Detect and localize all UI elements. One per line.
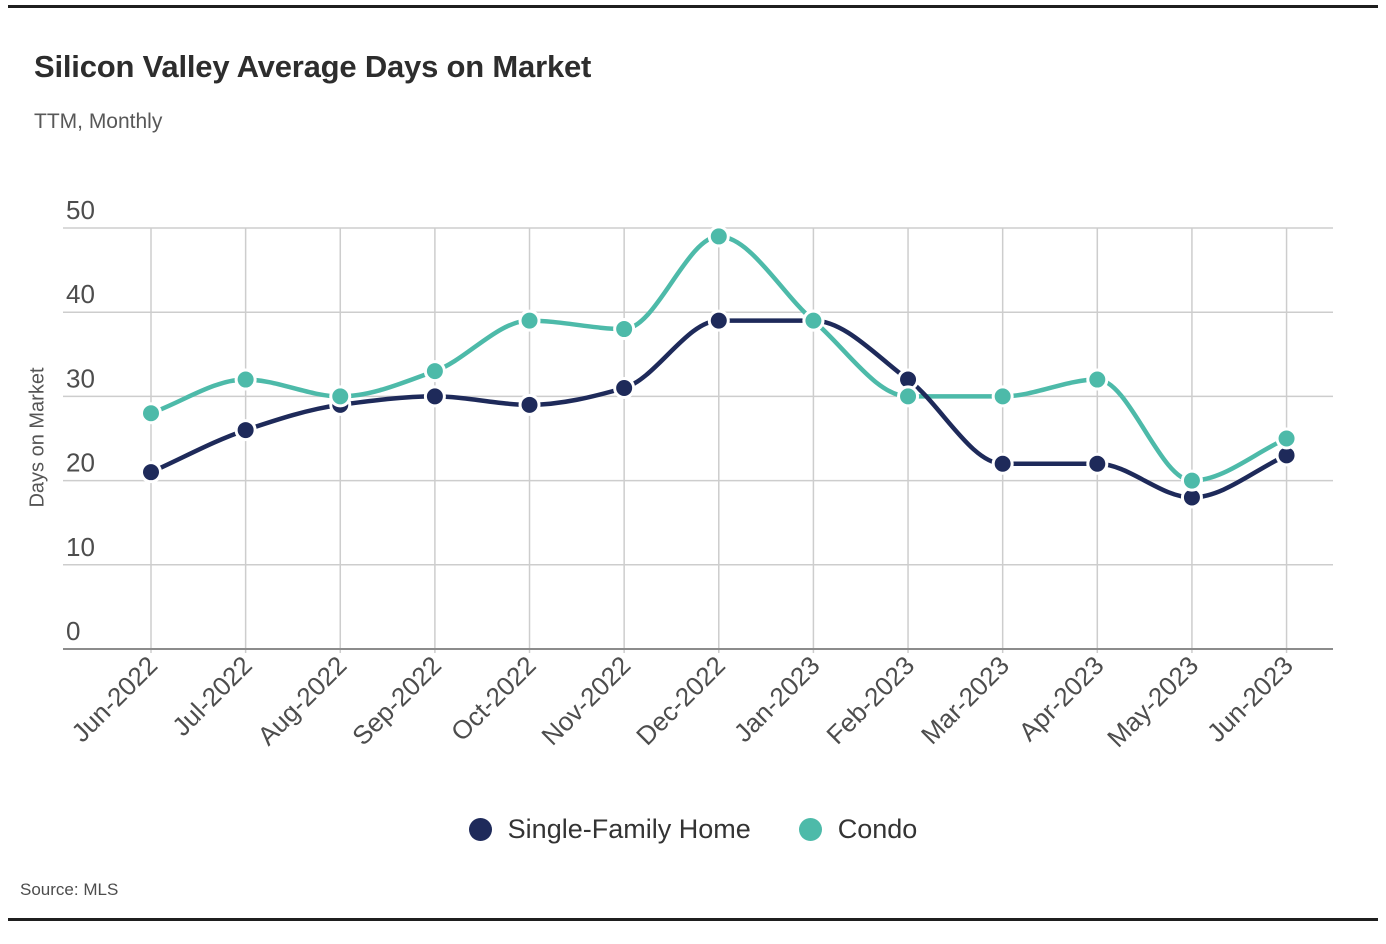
- legend-dot-condo: [798, 818, 822, 841]
- y-tick-label: 40: [66, 279, 95, 309]
- y-tick-label: 0: [66, 616, 80, 646]
- x-tick-label: May-2023: [1101, 650, 1204, 753]
- legend-item-single-family-home: Single-Family Home: [468, 814, 751, 845]
- x-tick-label: Apr-2023: [1013, 650, 1110, 747]
- legend: Single-Family Home Condo: [0, 814, 1386, 845]
- top-rule: [8, 5, 1378, 8]
- chart-title: Silicon Valley Average Days on Market: [34, 49, 592, 84]
- x-tick-label: Mar-2023: [915, 650, 1015, 750]
- condo-point: [1275, 427, 1298, 450]
- single-family-point: [423, 385, 446, 408]
- legend-label-single-family-home: Single-Family Home: [507, 814, 751, 844]
- y-tick-label: 20: [66, 448, 95, 478]
- condo-point: [423, 360, 446, 383]
- condo-point: [991, 385, 1014, 408]
- x-tick-label: Jun-2022: [65, 650, 163, 748]
- source-label: Source:: [20, 880, 79, 899]
- legend-dot-single-family-home: [468, 818, 492, 841]
- condo-point: [802, 309, 825, 332]
- x-tick-label: Feb-2023: [820, 650, 920, 750]
- legend-label-condo: Condo: [837, 814, 918, 844]
- x-tick-label: Jun-2023: [1201, 650, 1299, 748]
- condo-point: [1086, 368, 1109, 391]
- single-family-point: [518, 393, 541, 416]
- x-tick-label: Oct-2022: [445, 650, 542, 747]
- x-tick-label: Nov-2022: [535, 650, 636, 751]
- y-tick-label: 10: [66, 532, 95, 562]
- condo-point: [1180, 469, 1203, 492]
- chart-subtitle: TTM, Monthly: [34, 110, 163, 133]
- x-tick-label: Jan-2023: [728, 650, 826, 748]
- single-family-point: [234, 419, 257, 442]
- x-tick-label: Jul-2022: [166, 650, 258, 742]
- condo-point: [140, 402, 162, 425]
- source-value: MLS: [83, 880, 119, 899]
- single-family-point: [140, 461, 162, 484]
- condo-point: [897, 385, 920, 408]
- condo-point: [613, 318, 636, 341]
- x-tick-label: Aug-2022: [252, 650, 353, 751]
- single-family-point: [991, 452, 1014, 475]
- y-tick-label: 50: [66, 195, 95, 225]
- x-tick-label: Sep-2022: [346, 650, 447, 751]
- condo-point: [518, 309, 541, 332]
- y-tick-label: 30: [66, 363, 95, 393]
- condo-point: [234, 368, 257, 391]
- bottom-rule: [8, 918, 1378, 921]
- x-tick-label: Dec-2022: [630, 650, 731, 751]
- legend-item-condo: Condo: [798, 814, 918, 845]
- condo-point: [707, 225, 730, 248]
- source-line: Source: MLS: [20, 880, 118, 900]
- single-family-point: [707, 309, 730, 332]
- single-family-point: [1086, 452, 1109, 475]
- condo-point: [329, 385, 352, 408]
- single-family-point: [613, 376, 636, 399]
